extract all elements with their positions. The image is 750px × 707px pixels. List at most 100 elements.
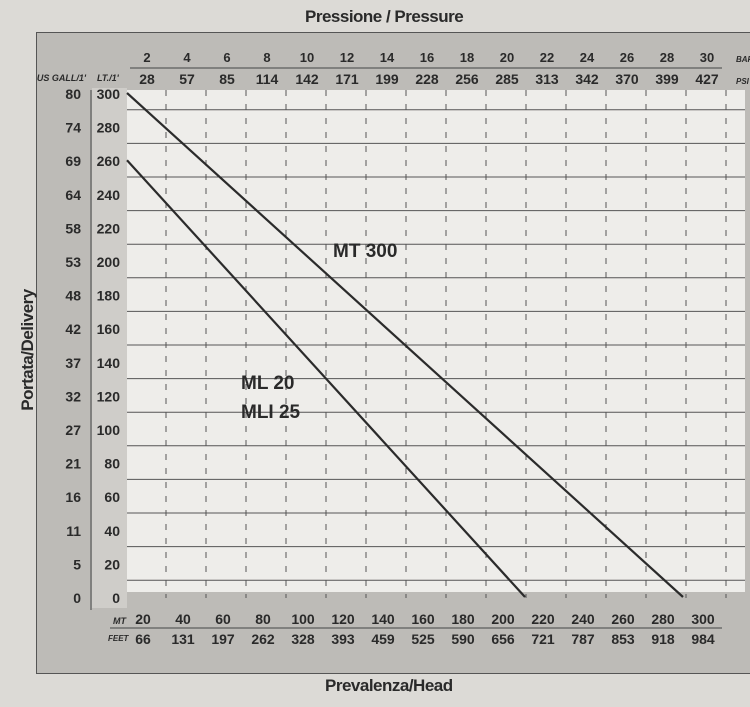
x-tick-feet: 262 <box>251 631 275 647</box>
x-tick-feet: 197 <box>211 631 235 647</box>
top-tick-psi: 85 <box>219 71 235 87</box>
x-tick-feet: 853 <box>611 631 635 647</box>
x-tick-feet: 525 <box>411 631 435 647</box>
y-tick-usgall: 16 <box>65 489 81 505</box>
y-tick-usgall: 80 <box>65 86 81 102</box>
x-tick-mt: 180 <box>451 611 475 627</box>
x-tick-mt: 160 <box>411 611 435 627</box>
y-tick-lt: 220 <box>97 220 121 236</box>
y-tick-usgall: 48 <box>65 288 81 304</box>
top-tick-bar: 8 <box>263 50 270 65</box>
y-unit-lt: LT./1' <box>97 73 120 83</box>
top-tick-bar: 10 <box>300 50 314 65</box>
top-tick-bar: 28 <box>660 50 674 65</box>
x-tick-mt: 220 <box>531 611 555 627</box>
x-tick-mt: 100 <box>291 611 315 627</box>
x-tick-feet: 984 <box>691 631 715 647</box>
y-tick-lt: 240 <box>97 187 121 203</box>
y-tick-usgall: 69 <box>65 153 81 169</box>
x-tick-feet: 131 <box>171 631 195 647</box>
top-tick-psi: 285 <box>495 71 519 87</box>
y-tick-lt: 80 <box>104 456 120 472</box>
top-tick-bar: 4 <box>183 50 191 65</box>
top-tick-psi: 199 <box>375 71 399 87</box>
top-tick-bar: 6 <box>223 50 230 65</box>
top-unit-psi: PSI <box>736 77 750 86</box>
x-tick-mt: 60 <box>215 611 231 627</box>
top-tick-psi: 313 <box>535 71 559 87</box>
x-unit-feet: FEET <box>108 634 130 643</box>
top-tick-bar: 16 <box>420 50 434 65</box>
y-tick-usgall: 53 <box>65 254 81 270</box>
x-tick-mt: 280 <box>651 611 675 627</box>
top-tick-psi: 142 <box>295 71 319 87</box>
top-tick-bar: 30 <box>700 50 714 65</box>
x-tick-feet: 656 <box>491 631 515 647</box>
series-label-mli25: MLI 25 <box>241 402 301 423</box>
y-tick-lt: 260 <box>97 153 121 169</box>
top-tick-bar: 26 <box>620 50 634 65</box>
y-tick-usgall: 0 <box>73 590 81 606</box>
y-tick-lt: 280 <box>97 120 121 136</box>
x-tick-feet: 721 <box>531 631 555 647</box>
top-tick-bar: 22 <box>540 50 554 65</box>
top-tick-psi: 228 <box>415 71 439 87</box>
top-unit-bar: BAR <box>736 55 750 64</box>
y-tick-usgall: 5 <box>73 556 81 572</box>
top-tick-bar: 12 <box>340 50 354 65</box>
x-tick-mt: 200 <box>491 611 515 627</box>
top-tick-psi: 28 <box>139 71 155 87</box>
y-tick-lt: 300 <box>97 86 121 102</box>
y-tick-usgall: 74 <box>65 120 81 136</box>
y-tick-lt: 100 <box>97 422 121 438</box>
y-tick-lt: 40 <box>104 523 120 539</box>
y-tick-usgall: 37 <box>65 355 81 371</box>
series-label-mt300: MT 300 <box>333 241 397 262</box>
top-tick-bar: 2 <box>143 50 150 65</box>
chart-title: Pressione / Pressure <box>305 7 464 27</box>
y-tick-usgall: 58 <box>65 220 81 236</box>
x-tick-mt: 80 <box>255 611 271 627</box>
plot-area <box>127 90 745 592</box>
y-tick-lt: 160 <box>97 321 121 337</box>
top-tick-bar: 24 <box>580 50 595 65</box>
y-label-band <box>92 88 127 608</box>
y-tick-usgall: 64 <box>65 187 81 203</box>
y-tick-usgall: 32 <box>65 388 81 404</box>
top-tick-bar: 20 <box>500 50 514 65</box>
y-tick-lt: 200 <box>97 254 121 270</box>
x-tick-mt: 40 <box>175 611 191 627</box>
top-tick-psi: 370 <box>615 71 639 87</box>
x-tick-feet: 393 <box>331 631 355 647</box>
y-tick-usgall: 21 <box>65 456 81 472</box>
series-label-ml20: ML 20 <box>241 373 295 394</box>
top-tick-psi: 171 <box>335 71 359 87</box>
x-tick-feet: 66 <box>135 631 151 647</box>
y-tick-usgall: 11 <box>66 523 81 539</box>
x-tick-mt: 300 <box>691 611 715 627</box>
top-tick-bar: 14 <box>380 50 395 65</box>
y-tick-lt: 180 <box>97 288 121 304</box>
y-tick-lt: 60 <box>104 489 120 505</box>
x-tick-feet: 787 <box>571 631 595 647</box>
x-tick-mt: 240 <box>571 611 595 627</box>
top-tick-psi: 399 <box>655 71 679 87</box>
x-tick-mt: 260 <box>611 611 635 627</box>
top-tick-psi: 256 <box>455 71 479 87</box>
y-tick-lt: 20 <box>104 556 120 572</box>
top-tick-psi: 57 <box>179 71 195 87</box>
x-tick-feet: 459 <box>371 631 395 647</box>
x-tick-mt: 20 <box>135 611 151 627</box>
y-tick-lt: 120 <box>97 388 121 404</box>
top-tick-psi: 427 <box>695 71 719 87</box>
x-tick-mt: 140 <box>371 611 395 627</box>
series-line-mt300 <box>126 92 684 598</box>
y-tick-lt: 0 <box>112 590 120 606</box>
top-tick-bar: 18 <box>460 50 474 65</box>
y-tick-lt: 140 <box>97 355 121 371</box>
x-tick-mt: 120 <box>331 611 355 627</box>
x-unit-mt: MT <box>113 616 127 626</box>
x-tick-feet: 328 <box>291 631 315 647</box>
y-tick-usgall: 42 <box>65 321 81 337</box>
